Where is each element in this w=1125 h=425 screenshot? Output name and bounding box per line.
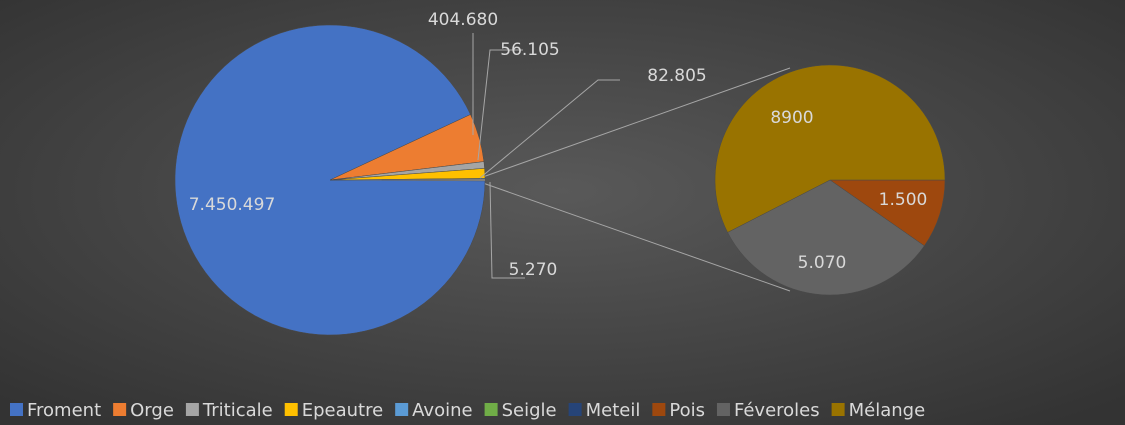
legend-swatch [484,403,498,416]
legend-label: Triticale [202,400,273,421]
legend-label: Meteil [586,400,641,421]
connector-line [479,181,791,292]
legend-swatch [185,403,199,416]
data-label: 404.680 [428,10,498,30]
data-label: 5.270 [509,260,558,280]
connector-line [479,67,791,179]
leader-line [477,49,523,161]
legend-swatch [113,403,127,416]
legend-swatch [10,403,23,416]
legend-label: Orge [130,400,174,421]
legend-label: Seigle [502,400,557,421]
data-label: 82.805 [647,66,706,86]
pie-slice [329,178,486,181]
legend-label: Froment [27,400,101,421]
leader-line [489,181,525,279]
data-label: 8900 [770,108,813,128]
legend-swatch [831,403,845,416]
leader-line [479,79,620,179]
legend-label: Epeautre [302,400,383,421]
legend-swatch [395,403,409,416]
data-label: 7.450.497 [189,195,276,215]
legend-swatch [652,403,666,416]
legend-label: Féveroles [734,400,820,421]
data-label: 1.500 [879,190,928,210]
pie-slice [727,179,925,296]
legend-swatch [716,403,730,416]
legend-swatch [284,403,298,416]
pie-slice-other [330,179,485,181]
pie-slice [714,64,946,233]
legend-label: Pois [669,400,705,421]
legend-label: Avoine [412,400,472,421]
legend-label: Mélange [849,400,926,421]
data-label: 5.070 [798,253,847,273]
data-label: 56.105 [500,40,559,60]
legend-swatch [568,403,582,416]
